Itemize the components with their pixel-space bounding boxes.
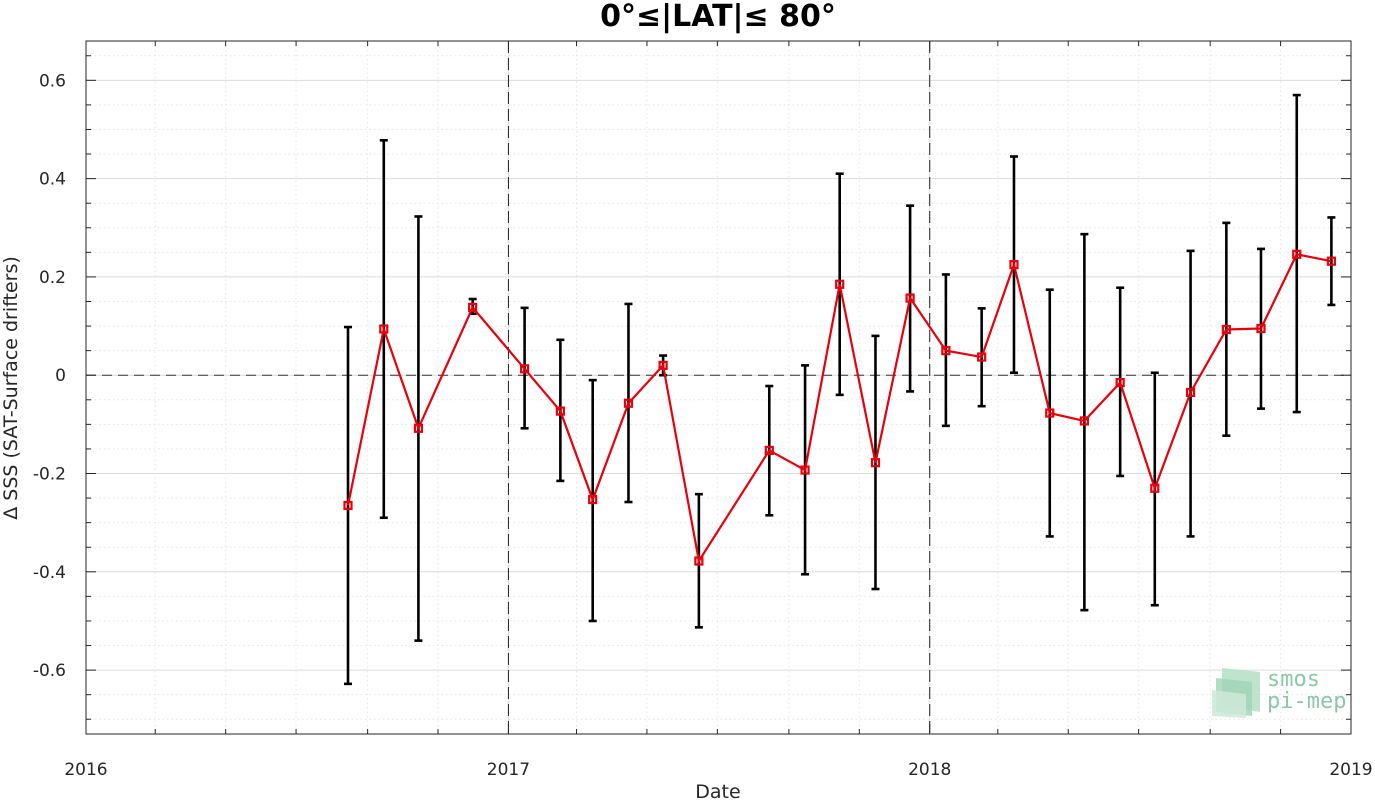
x-tick-label: 2016	[64, 760, 107, 780]
reference-lines	[86, 41, 1351, 734]
logo-text-pimep: pi-mep	[1267, 689, 1346, 714]
smos-pi-mep-logo: smos pi-mep	[1212, 667, 1346, 718]
data-point-marker	[1045, 408, 1055, 418]
data-point-marker	[468, 302, 478, 312]
data-point-marker	[1150, 483, 1160, 493]
data-point-marker	[941, 346, 951, 356]
data-point-marker	[800, 465, 810, 475]
series-markers	[343, 249, 1336, 566]
data-point-marker	[1256, 323, 1266, 334]
data-point-marker	[1221, 324, 1231, 335]
data-point-marker	[343, 500, 353, 511]
y-tick-label: 0.4	[39, 170, 66, 190]
x-axis-label: Date	[695, 781, 740, 801]
x-tick-label: 2017	[487, 760, 530, 780]
y-tick-labels: -0.6 -0.4 -0.2 0 0.2 0.4 0.6	[33, 71, 66, 681]
y-axis-label: Δ SSS (SAT-Surface drifters)	[0, 256, 22, 520]
data-point-marker	[1326, 256, 1336, 266]
data-point-marker	[1292, 249, 1302, 259]
error-bar	[1080, 232, 1089, 612]
data-point-marker	[623, 398, 634, 408]
y-tick-label: -0.4	[33, 563, 66, 583]
data-point-marker	[555, 406, 565, 416]
data-point-marker	[835, 279, 845, 289]
series-line	[346, 253, 1332, 564]
x-tick-label: 2018	[908, 760, 951, 780]
data-point-marker	[1185, 387, 1196, 398]
data-point-marker	[764, 445, 774, 456]
data-point-marker	[379, 324, 389, 334]
logo-waves-icon	[1212, 668, 1260, 718]
data-point-marker	[1115, 377, 1125, 388]
data-point-marker	[588, 494, 598, 505]
data-point-marker	[1009, 260, 1019, 270]
data-point-marker	[519, 364, 530, 374]
x-tick-labels: 2016 2017 2018 2019	[64, 760, 1372, 780]
y-tick-label: 0	[55, 366, 66, 386]
y-tick-label: -0.2	[33, 465, 66, 485]
data-point-marker	[1079, 416, 1089, 426]
chart-title: 0°≤|LAT|≤ 80°	[600, 0, 836, 34]
grid	[86, 41, 1351, 734]
axes-box	[85, 40, 1352, 735]
data-point-marker	[870, 458, 881, 468]
y-tick-label: 0.6	[39, 71, 66, 91]
data-point-marker	[905, 293, 915, 303]
axis-ticks	[85, 41, 1352, 734]
data-point-marker	[977, 352, 987, 362]
data-point-marker	[413, 423, 424, 433]
x-tick-label: 2019	[1329, 760, 1372, 780]
y-tick-label: 0.2	[39, 268, 66, 288]
y-tick-label: -0.6	[33, 661, 66, 681]
logo-text-smos: smos	[1267, 667, 1320, 692]
data-point-marker	[694, 556, 704, 566]
data-point-marker	[658, 360, 668, 370]
